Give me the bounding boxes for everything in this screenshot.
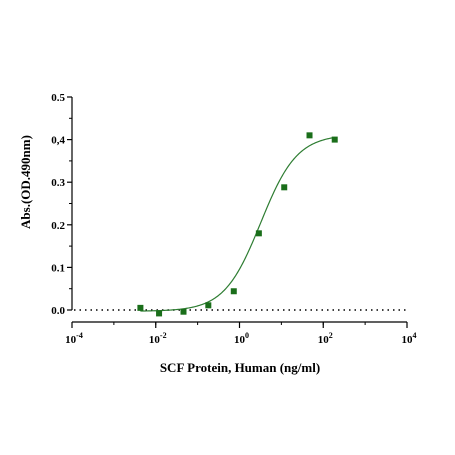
data-point — [281, 184, 288, 191]
y-tick-label: 0.3 — [51, 177, 65, 189]
y-tick-label: 0,4 — [51, 135, 65, 147]
data-point — [230, 288, 237, 295]
y-tick-label: 0.2 — [51, 220, 65, 232]
x-tick-label: 10-2 — [149, 331, 167, 346]
data-point — [331, 136, 338, 143]
x-tick-label: 10-4 — [65, 331, 83, 346]
data-point — [180, 308, 187, 315]
y-tick-label: 0.1 — [51, 262, 65, 274]
y-axis-title: Abs.(OD.490nm) — [18, 135, 33, 229]
x-tick-label: 100 — [234, 331, 249, 346]
data-point — [255, 230, 262, 237]
fit-curve — [140, 136, 335, 312]
fit-curve-group — [140, 136, 335, 312]
data-point — [156, 310, 163, 317]
data-points — [137, 132, 338, 317]
tick-labels: 0.0 0.1 0.2 0.3 0,4 0.5 10-4 10-2 100 102 104 — [51, 92, 416, 346]
y-tick-label: 0.5 — [51, 92, 65, 104]
axes — [67, 96, 408, 328]
x-axis-title: SCF Protein, Human (ng/ml) — [160, 360, 320, 375]
x-tick-label: 104 — [402, 331, 417, 346]
data-point — [137, 304, 144, 311]
data-point — [306, 132, 313, 139]
data-point — [205, 302, 212, 309]
x-tick-label: 102 — [318, 331, 333, 346]
y-tick-label: 0.0 — [51, 305, 65, 317]
